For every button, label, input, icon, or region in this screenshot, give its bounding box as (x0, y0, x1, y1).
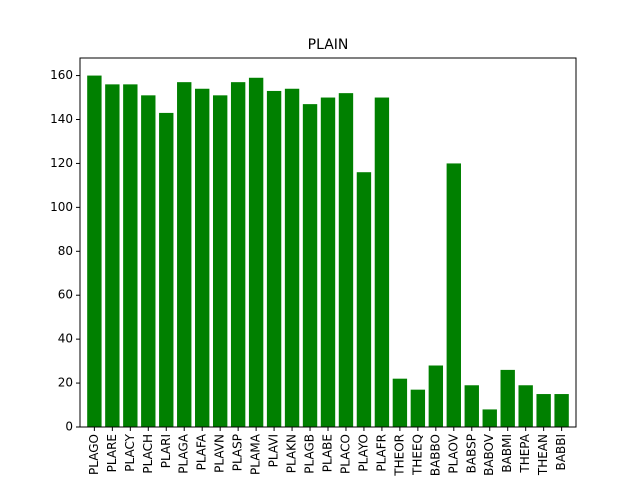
bar-plama (248, 77, 264, 428)
bar-thean (536, 394, 551, 427)
y-tick-label: 120 (50, 156, 73, 170)
bar-plafa (195, 88, 210, 427)
x-tick-label: PLACY (123, 433, 137, 471)
y-tick-label: 0 (65, 420, 73, 434)
x-tick-label: THEPA (518, 433, 532, 473)
x-tick-label: PLAOV (446, 433, 460, 473)
y-tick-label: 80 (58, 244, 73, 258)
x-tick-label: BABSP (464, 434, 478, 473)
bar-babov (482, 409, 497, 427)
x-tick-label: PLAKN (285, 434, 299, 473)
x-tick-label: BABMI (500, 434, 514, 473)
x-tick-label: PLAGA (177, 433, 191, 473)
bar-babbi (554, 394, 569, 427)
bar-plakn (284, 88, 300, 427)
x-tick-label: PLARE (105, 434, 119, 472)
x-tick-label: BABOV (482, 433, 496, 476)
bar-placy (123, 84, 138, 428)
bar-placo (338, 93, 354, 427)
y-tick-label: 20 (58, 376, 73, 390)
bar-plaov (446, 163, 461, 427)
x-tick-label: PLAFR (374, 434, 388, 472)
x-tick-label: PLAGO (87, 434, 101, 475)
bar-plago (87, 75, 102, 427)
bar-plagb (302, 104, 318, 428)
x-tick-label: PLAVN (213, 434, 227, 473)
bar-plare (105, 84, 120, 428)
bar-babsp (464, 385, 479, 427)
x-tick-label: BABBO (428, 434, 442, 476)
y-tick-label: 160 (50, 68, 73, 82)
x-tick-label: PLAFA (195, 433, 209, 470)
bar-plari (159, 112, 174, 427)
y-tick-label: 60 (58, 288, 73, 302)
bar-plafr (374, 97, 390, 427)
x-tick-label: PLAYO (356, 434, 370, 472)
bar-babbo (428, 365, 444, 427)
y-tick-label: 100 (50, 200, 73, 214)
x-tick-label: THEOR (392, 434, 406, 477)
y-axis: 0 20 40 60 80 100 120 140 160 (50, 68, 80, 434)
x-tick-label: PLARI (159, 434, 173, 468)
bar-plasp (230, 82, 246, 427)
x-tick-label: PLACH (141, 434, 155, 474)
bar-plaga (177, 82, 192, 427)
x-tick-label: BABBI (554, 434, 568, 470)
x-tick-label: THEEQ (410, 434, 424, 476)
bar-theeq (410, 389, 426, 427)
y-tick-label: 40 (58, 332, 73, 346)
x-tick-label: PLACO (338, 434, 352, 474)
bar-plabe (320, 97, 336, 427)
plot-frame (79, 57, 577, 428)
bar-plach (141, 95, 156, 427)
x-tick-label: PLAGB (303, 434, 317, 474)
bar-playo (356, 172, 372, 427)
x-tick-label: PLAVI (267, 434, 281, 467)
x-tick-label: THEAN (536, 434, 550, 476)
x-axis: PLAGO PLARE PLACY PLACH PLARI PLAGA PLAFA PLAVN… (87, 427, 568, 477)
x-tick-label: PLABE (321, 434, 335, 472)
bar-plavi (266, 90, 282, 427)
chart-title: PLAIN (308, 37, 349, 53)
x-tick-label: PLASP (231, 434, 245, 471)
bars-layer (87, 75, 569, 428)
bar-thepa (518, 385, 533, 427)
bar-babmi (500, 369, 515, 427)
x-tick-label: PLAMA (249, 433, 263, 475)
y-tick-label: 140 (50, 112, 73, 126)
bar-theor (392, 378, 408, 427)
bar-plavn (212, 95, 228, 427)
